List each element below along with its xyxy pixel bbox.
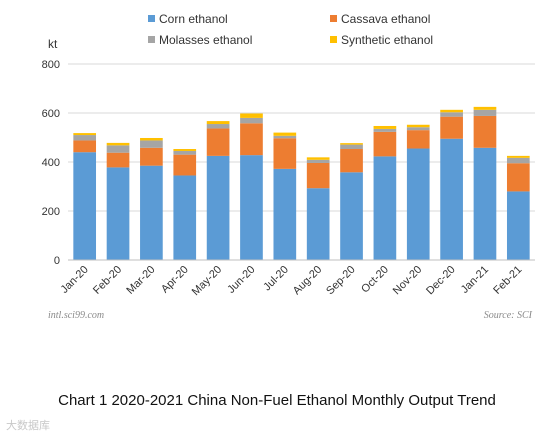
y-tick-label: 600 bbox=[42, 108, 60, 120]
bar-segment-cassava-ethanol bbox=[206, 128, 230, 156]
bar-segment-cassava-ethanol bbox=[73, 140, 97, 153]
bar-segment-synthetic-ethanol bbox=[206, 121, 230, 125]
bar-segment-synthetic-ethanol bbox=[306, 157, 330, 160]
source-left-label: intl.sci99.com bbox=[48, 310, 104, 321]
bar-segment-cassava-ethanol bbox=[140, 147, 163, 166]
bar-segment-molasses-ethanol bbox=[73, 135, 97, 141]
x-tick-label: Sep-20 bbox=[324, 264, 358, 298]
bar-segment-synthetic-ethanol bbox=[440, 109, 463, 113]
x-tick-label: Jan-20 bbox=[59, 264, 91, 296]
y-tick-label: 0 bbox=[54, 255, 60, 267]
bar-segment-molasses-ethanol bbox=[406, 127, 430, 131]
y-tick-label: 400 bbox=[42, 157, 60, 169]
bar-segment-synthetic-ethanol bbox=[73, 133, 97, 136]
bar-segment-synthetic-ethanol bbox=[273, 132, 297, 136]
bar-segment-synthetic-ethanol bbox=[340, 143, 363, 145]
watermark: 大数据库 bbox=[6, 419, 50, 432]
bar-segment-corn-ethanol bbox=[140, 165, 163, 260]
bar-segment-corn-ethanol bbox=[373, 156, 397, 260]
x-tick-label: Oct-20 bbox=[359, 264, 391, 296]
legend-label: Corn ethanol bbox=[159, 12, 228, 26]
bar-segment-synthetic-ethanol bbox=[140, 137, 163, 141]
bar-segment-cassava-ethanol bbox=[240, 123, 263, 156]
bar-segment-cassava-ethanol bbox=[273, 138, 297, 169]
bar-segment-corn-ethanol bbox=[406, 148, 430, 260]
y-axis-unit-label: kt bbox=[48, 37, 58, 51]
bars bbox=[73, 106, 530, 260]
source-right-label: Source: SCI bbox=[484, 310, 533, 321]
chart-caption: Chart 1 2020-2021 China Non-Fuel Ethanol… bbox=[58, 392, 496, 409]
bar-segment-corn-ethanol bbox=[506, 191, 530, 260]
x-tick-label: Jun-20 bbox=[225, 264, 257, 296]
y-tick-label: 200 bbox=[42, 206, 60, 218]
bar-segment-corn-ethanol bbox=[473, 147, 497, 260]
bar-segment-molasses-ethanol bbox=[306, 159, 330, 163]
bar-segment-molasses-ethanol bbox=[106, 145, 130, 153]
x-tick-label: May-20 bbox=[190, 264, 224, 298]
bar-segment-synthetic-ethanol bbox=[106, 142, 130, 146]
legend: Corn ethanol Cassava ethanol Molasses etha… bbox=[148, 12, 433, 47]
legend-label: Molasses ethanol bbox=[159, 33, 252, 47]
legend-swatch bbox=[330, 15, 337, 22]
bar-segment-corn-ethanol bbox=[73, 152, 97, 260]
bar-segment-molasses-ethanol bbox=[273, 135, 297, 139]
bar-segment-synthetic-ethanol bbox=[506, 155, 530, 158]
bar-segment-molasses-ethanol bbox=[206, 124, 230, 129]
legend-swatch bbox=[148, 36, 155, 43]
x-tick-label: Aug-20 bbox=[291, 264, 325, 298]
bar-segment-corn-ethanol bbox=[173, 175, 197, 260]
bar-segment-synthetic-ethanol bbox=[373, 125, 397, 129]
bar-segment-molasses-ethanol bbox=[240, 117, 263, 124]
bar-segment-molasses-ethanol bbox=[373, 128, 397, 132]
bar-segment-corn-ethanol bbox=[106, 167, 130, 260]
bar-segment-molasses-ethanol bbox=[440, 112, 463, 117]
legend-swatch bbox=[148, 15, 155, 22]
bar-segment-corn-ethanol bbox=[273, 168, 297, 260]
bar-segment-cassava-ethanol bbox=[306, 162, 330, 189]
bar-segment-cassava-ethanol bbox=[440, 116, 463, 139]
legend-swatch bbox=[330, 36, 337, 43]
bar-segment-molasses-ethanol bbox=[506, 157, 530, 164]
bar-segment-cassava-ethanol bbox=[473, 115, 497, 148]
x-tick-label: Dec-20 bbox=[424, 264, 458, 298]
chart-svg: Corn ethanol Cassava ethanol Molasses etha… bbox=[42, 12, 535, 321]
x-tick-label: Feb-21 bbox=[491, 264, 524, 297]
bar-segment-cassava-ethanol bbox=[373, 131, 397, 157]
bar-segment-molasses-ethanol bbox=[340, 144, 363, 150]
bar-segment-molasses-ethanol bbox=[173, 150, 197, 155]
bar-segment-corn-ethanol bbox=[340, 172, 363, 260]
bar-segment-molasses-ethanol bbox=[473, 109, 497, 116]
bar-segment-corn-ethanol bbox=[240, 155, 263, 260]
bar-segment-corn-ethanol bbox=[306, 188, 330, 260]
x-tick-label: Jul-20 bbox=[261, 264, 291, 294]
bar-segment-corn-ethanol bbox=[440, 138, 463, 260]
bar-segment-synthetic-ethanol bbox=[173, 149, 197, 151]
x-tick-label: Mar-20 bbox=[124, 264, 157, 297]
x-tick-label: Jan-21 bbox=[459, 264, 491, 296]
bar-segment-molasses-ethanol bbox=[140, 140, 163, 148]
bar-segment-synthetic-ethanol bbox=[240, 113, 263, 118]
x-tick-label: Nov-20 bbox=[391, 264, 425, 298]
x-tick-label: Feb-20 bbox=[91, 264, 124, 297]
bar-segment-corn-ethanol bbox=[206, 155, 230, 260]
bar-segment-cassava-ethanol bbox=[173, 154, 197, 176]
legend-label: Synthetic ethanol bbox=[341, 33, 433, 47]
bar-segment-cassava-ethanol bbox=[106, 152, 130, 168]
bar-segment-cassava-ethanol bbox=[506, 163, 530, 192]
bar-segment-cassava-ethanol bbox=[406, 130, 430, 149]
bar-segment-cassava-ethanol bbox=[340, 149, 363, 173]
legend-label: Cassava ethanol bbox=[341, 12, 430, 26]
bar-segment-synthetic-ethanol bbox=[473, 106, 497, 110]
y-tick-label: 800 bbox=[42, 59, 60, 71]
bar-segment-synthetic-ethanol bbox=[406, 124, 430, 128]
x-tick-label: Apr-20 bbox=[159, 264, 191, 296]
